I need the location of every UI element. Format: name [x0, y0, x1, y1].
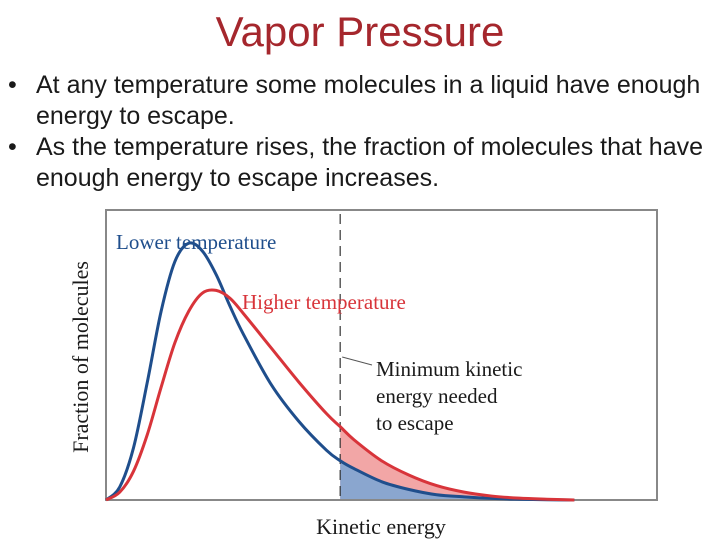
- threshold-label-line: energy needed: [376, 384, 498, 408]
- y-axis-label: Fraction of molecules: [68, 261, 93, 453]
- tail-fill-lower: [340, 460, 575, 500]
- bullet-list: • At any temperature some molecules in a…: [8, 70, 712, 194]
- bullet-text: At any temperature some molecules in a l…: [36, 71, 701, 130]
- slide-title: Vapor Pressure: [215, 8, 505, 55]
- series-label-lower: Lower temperature: [116, 230, 276, 254]
- series-line-higher: [105, 288, 575, 502]
- threshold-label: Minimum kinetic energy needed to escape: [376, 357, 522, 435]
- plot-border: [105, 209, 658, 501]
- bullet-item: • At any temperature some molecules in a…: [8, 70, 712, 132]
- bullet-dot-icon: •: [8, 133, 17, 161]
- threshold-callout-line: [342, 356, 373, 366]
- threshold-label-line: to escape: [376, 411, 454, 435]
- plot-frame: [105, 209, 658, 501]
- bullet-text: As the temperature rises, the fraction o…: [36, 133, 704, 192]
- bullet-dot-icon: •: [8, 71, 17, 99]
- tail-fill-group: [340, 426, 575, 500]
- curve-group: [104, 241, 575, 502]
- series-line-lower: [104, 241, 575, 502]
- series-label-higher: Higher temperature: [242, 290, 406, 314]
- tail-fill-higher: [340, 426, 575, 500]
- bullet-item: • As the temperature rises, the fraction…: [8, 132, 712, 194]
- threshold-label-line: Minimum kinetic: [376, 357, 522, 381]
- x-axis-label: Kinetic energy: [316, 514, 446, 539]
